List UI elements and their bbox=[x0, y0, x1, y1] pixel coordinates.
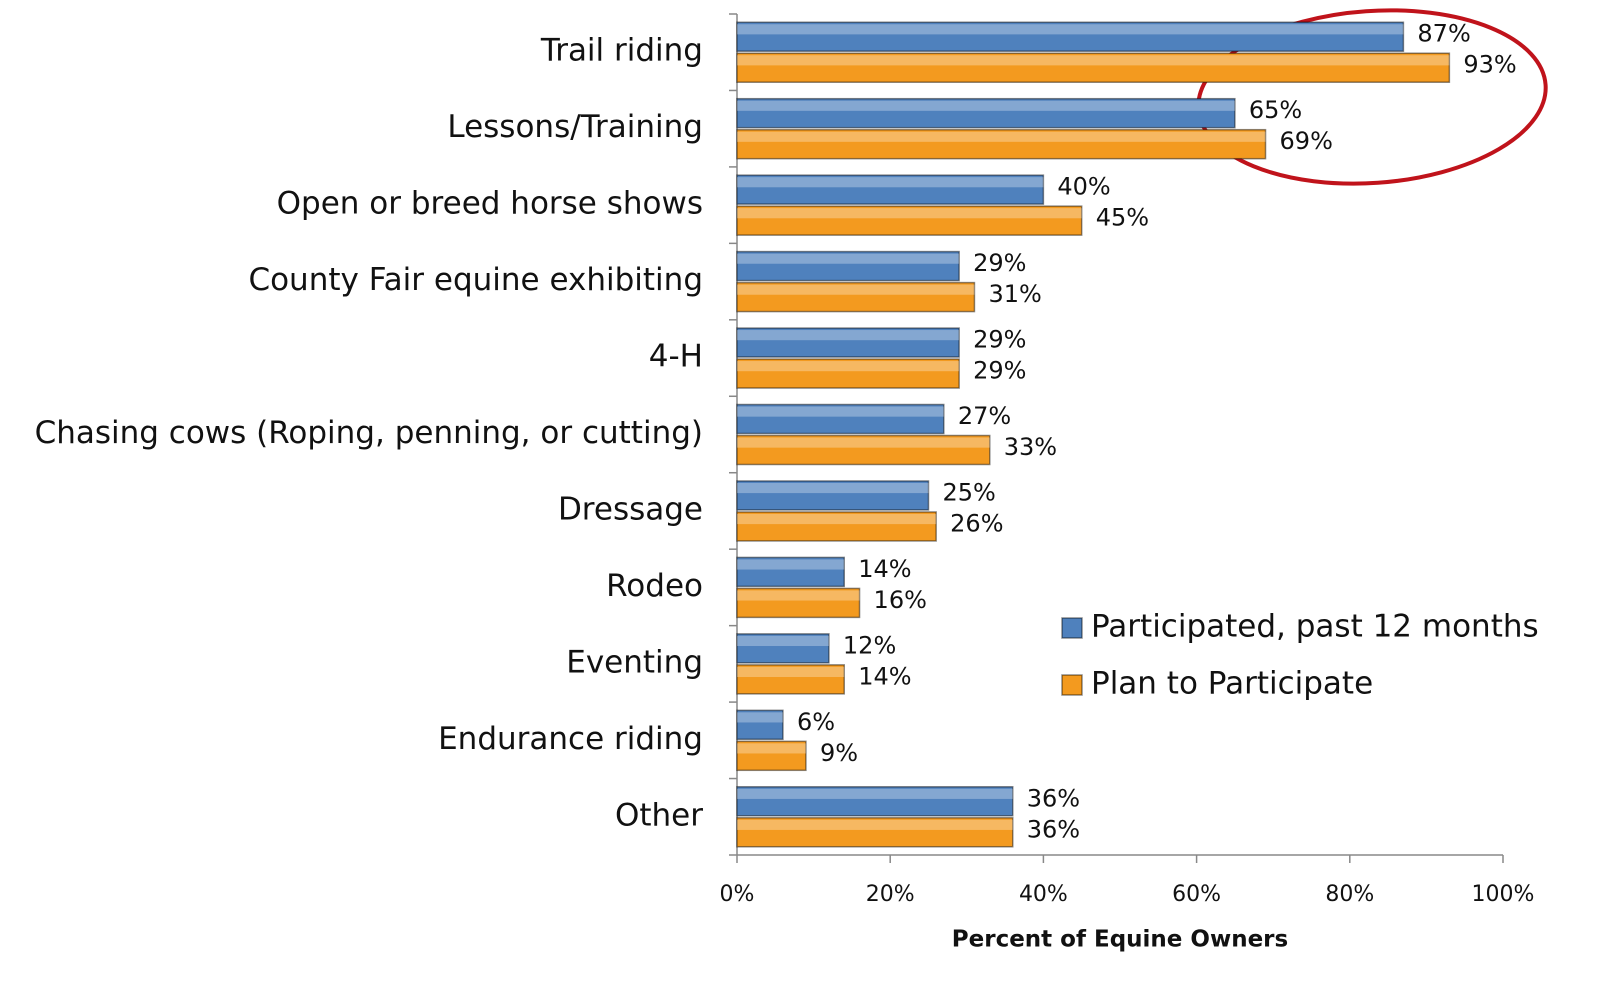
bar-shine bbox=[737, 559, 845, 570]
legend-label: Participated, past 12 months bbox=[1091, 609, 1539, 645]
bar-shine bbox=[737, 24, 1404, 35]
bar-shine bbox=[737, 513, 937, 525]
value-label: 33% bbox=[1004, 433, 1057, 461]
x-tick-label: 20% bbox=[866, 882, 915, 907]
category-label: Chasing cows (Roping, penning, or cuttin… bbox=[35, 415, 703, 451]
bar-shine bbox=[737, 819, 1013, 830]
bar bbox=[736, 281, 976, 313]
value-label: 29% bbox=[973, 326, 1026, 354]
category-label: Lessons/Training bbox=[447, 109, 703, 145]
bar-shine bbox=[737, 482, 929, 494]
value-label: 16% bbox=[874, 586, 927, 614]
bar bbox=[736, 633, 830, 664]
bar bbox=[736, 556, 845, 588]
bar-shine bbox=[737, 712, 783, 723]
bar bbox=[736, 664, 845, 695]
bar bbox=[736, 511, 937, 542]
value-label: 26% bbox=[950, 509, 1003, 537]
value-label: 14% bbox=[858, 555, 911, 583]
value-label: 29% bbox=[973, 249, 1026, 277]
bar bbox=[736, 327, 960, 358]
value-label: 27% bbox=[958, 402, 1011, 430]
bar-shine bbox=[737, 743, 806, 754]
value-label: 65% bbox=[1249, 96, 1302, 124]
bar bbox=[736, 740, 807, 772]
bar bbox=[736, 21, 1405, 52]
category-label: Trail riding bbox=[540, 33, 703, 69]
value-label: 31% bbox=[988, 280, 1041, 308]
x-tick-label: 100% bbox=[1472, 882, 1535, 907]
value-label: 29% bbox=[973, 357, 1026, 385]
category-label: Dressage bbox=[558, 491, 703, 527]
bar-shine bbox=[737, 177, 1044, 188]
bar-shine bbox=[737, 361, 960, 372]
x-tick-label: 60% bbox=[1172, 882, 1221, 907]
bar bbox=[736, 52, 1451, 83]
x-tick-label: 40% bbox=[1019, 882, 1068, 907]
value-label: 40% bbox=[1057, 173, 1110, 201]
x-axis-title: Percent of Equine Owners bbox=[952, 927, 1288, 953]
bar bbox=[736, 205, 1083, 236]
bar bbox=[736, 97, 1236, 129]
value-label: 14% bbox=[858, 662, 911, 690]
category-label: Other bbox=[615, 797, 703, 833]
value-label: 69% bbox=[1280, 127, 1333, 155]
value-label: 93% bbox=[1463, 51, 1516, 79]
bar bbox=[736, 480, 930, 511]
x-tick-label: 80% bbox=[1325, 882, 1374, 907]
value-label: 6% bbox=[797, 708, 835, 736]
bar bbox=[736, 403, 945, 435]
bar-shine bbox=[737, 666, 845, 678]
bar-shine bbox=[737, 788, 1013, 799]
bar bbox=[736, 817, 1014, 848]
category-label: 4-H bbox=[649, 339, 703, 375]
bar-shine bbox=[737, 55, 1450, 66]
category-label: Endurance riding bbox=[438, 721, 703, 757]
category-label: County Fair equine exhibiting bbox=[248, 262, 703, 298]
category-label: Rodeo bbox=[606, 568, 703, 604]
value-label: 87% bbox=[1417, 20, 1470, 48]
bar bbox=[736, 174, 1045, 205]
value-label: 9% bbox=[820, 739, 858, 767]
bar-shine bbox=[737, 208, 1082, 219]
category-label: Eventing bbox=[566, 644, 703, 680]
bar bbox=[736, 128, 1267, 160]
x-tick-label: 0% bbox=[720, 882, 755, 907]
bar-shine bbox=[737, 131, 1266, 142]
bar-shine bbox=[737, 330, 960, 341]
bar bbox=[736, 434, 991, 466]
bar-shine bbox=[737, 284, 975, 295]
category-label: Open or breed horse shows bbox=[277, 186, 703, 222]
bar bbox=[736, 587, 861, 619]
bar-shine bbox=[737, 590, 860, 601]
bar bbox=[736, 709, 784, 741]
bar-shine bbox=[737, 437, 990, 448]
value-label: 12% bbox=[843, 631, 896, 659]
value-label: 36% bbox=[1027, 784, 1080, 812]
bar-shine bbox=[737, 100, 1235, 111]
bar-shine bbox=[737, 253, 960, 264]
legend-swatch bbox=[1061, 617, 1083, 639]
legend-label: Plan to Participate bbox=[1091, 666, 1373, 702]
value-label: 36% bbox=[1027, 815, 1080, 843]
legend-swatch bbox=[1061, 674, 1083, 696]
bar bbox=[736, 250, 960, 282]
value-label: 45% bbox=[1096, 204, 1149, 232]
bar bbox=[736, 358, 960, 389]
bar bbox=[736, 786, 1014, 817]
bar-shine bbox=[737, 635, 829, 647]
value-label: 25% bbox=[943, 478, 996, 506]
bar-shine bbox=[737, 406, 944, 417]
